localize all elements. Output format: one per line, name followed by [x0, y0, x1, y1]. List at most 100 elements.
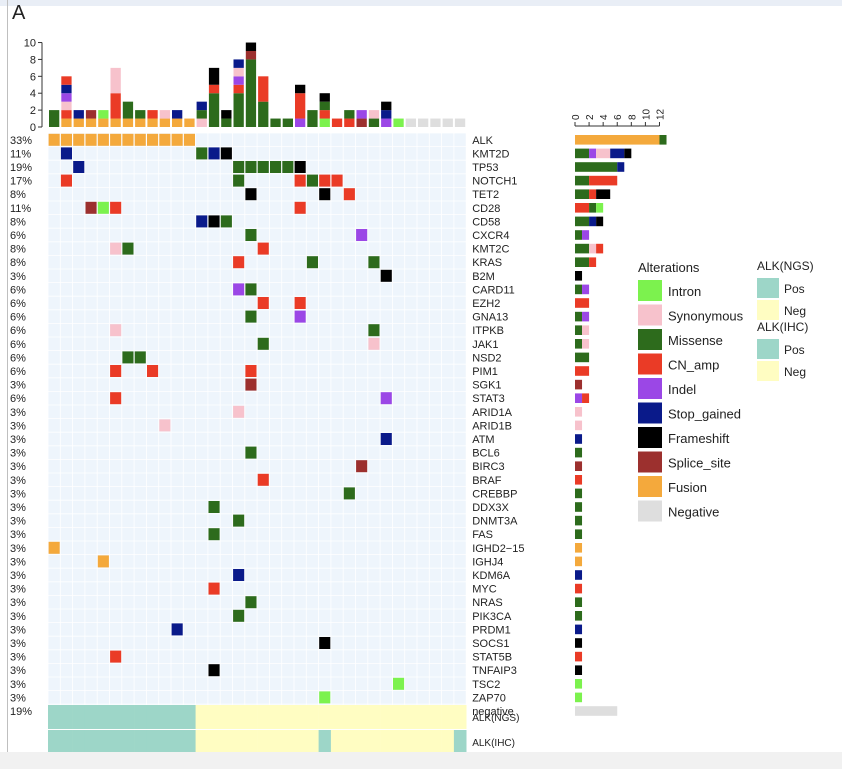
- top-bar-segment-cn_amp: [110, 93, 121, 119]
- annotation-cell-neg: [281, 730, 295, 752]
- right-bar-segment-cn_amp: [575, 298, 590, 308]
- heatmap-cell-missense: [306, 256, 318, 269]
- top-bar-segment-negative: [418, 118, 429, 127]
- annotation-cell-pos: [158, 705, 172, 729]
- top-bar-segment-stop_gained: [381, 110, 392, 119]
- heatmap-cell-splice_site: [356, 460, 368, 473]
- right-bar-segment-intron: [575, 692, 583, 703]
- right-bar-segment-stop_gained: [575, 624, 583, 635]
- annotation-legend-swatch-neg: [757, 300, 779, 320]
- gene-label: NRAS: [472, 597, 503, 609]
- right-bar-segment-indel: [589, 148, 597, 159]
- gene-label: TET2: [472, 189, 499, 201]
- top-bar-segment-indel: [233, 76, 244, 85]
- gene-label: ITPKB: [472, 325, 504, 337]
- heatmap-cell-indel: [233, 283, 245, 296]
- percentage-label: 3%: [10, 679, 26, 691]
- heatmap-cell-missense: [368, 256, 380, 269]
- top-bar-segment-missense: [344, 110, 355, 119]
- annotation-cell-neg: [453, 705, 467, 729]
- heatmap-cell-cn_amp: [110, 392, 122, 405]
- right-bar-tick-label: 4: [599, 114, 610, 120]
- percentage-label: 3%: [10, 543, 26, 555]
- legend-swatch-cn_amp: [638, 353, 662, 375]
- heatmap-cell-missense: [233, 609, 245, 622]
- percentage-label: 8%: [10, 257, 26, 269]
- heatmap-cell-splice_site: [245, 378, 257, 391]
- gene-label: PRDM1: [472, 624, 511, 636]
- annotation-cell-pos: [134, 730, 147, 752]
- legend-label: Stop_gained: [668, 407, 741, 422]
- top-bar-segment-fusion: [159, 118, 170, 127]
- right-bar-tick-label: 8: [627, 114, 638, 120]
- heatmap-cell-indel: [294, 310, 306, 323]
- heatmap-cell-missense: [343, 487, 355, 500]
- gene-label: IGHD2−15: [472, 543, 524, 555]
- percentage-label: 6%: [10, 284, 26, 296]
- heatmap-cell-synonymous: [110, 324, 122, 337]
- right-bar-segment-stop_gained: [575, 570, 583, 580]
- gene-label: BRAF: [472, 475, 502, 487]
- heatmap-cell-fusion: [134, 133, 146, 146]
- gene-label: EZH2: [472, 298, 500, 310]
- annotation-cell-pos: [183, 705, 196, 729]
- annotation-cell-neg: [207, 705, 221, 729]
- heatmap-cell-frameshift: [380, 269, 392, 282]
- top-bar-tick-label: 8: [30, 54, 36, 66]
- gene-label: SGK1: [472, 380, 501, 392]
- gene-label: KMT2C: [472, 244, 509, 256]
- percentage-label: 3%: [10, 488, 26, 500]
- percentage-label: 3%: [10, 529, 26, 541]
- heatmap-cell-frameshift: [208, 664, 220, 677]
- legend-label: Frameshift: [668, 431, 730, 446]
- top-bar-segment-synonymous: [368, 110, 380, 119]
- gene-label: ARID1A: [472, 407, 512, 419]
- top-bar-segment-missense: [122, 101, 134, 119]
- top-bar-segment-missense: [368, 118, 380, 127]
- annotation-cell-neg: [429, 730, 442, 752]
- legend-swatch-negative: [638, 500, 662, 522]
- percentage-label: 11%: [10, 203, 31, 215]
- legend-swatch-missense: [638, 329, 662, 350]
- annotation-cell-pos: [453, 730, 467, 752]
- top-bar-segment-negative: [442, 118, 453, 127]
- heatmap-cell-missense: [270, 161, 282, 173]
- right-bar-segment-missense: [659, 135, 667, 145]
- percentage-label: 3%: [10, 502, 26, 514]
- right-bar-segment-cn_amp: [575, 583, 583, 594]
- heatmap-cell-fusion: [48, 541, 60, 554]
- annotation-cell-neg: [367, 730, 381, 752]
- top-bar-segment-frameshift: [221, 110, 232, 119]
- heatmap-cell-missense: [245, 446, 257, 459]
- heatmap-cell-fusion: [73, 133, 85, 146]
- gene-label: DDX3X: [472, 502, 509, 514]
- right-bar-segment-cn_amp: [582, 393, 590, 403]
- top-bar-segment-cn_amp: [147, 110, 158, 119]
- legend-swatch-synonymous: [638, 304, 662, 326]
- right-bar-segment-missense: [575, 611, 583, 621]
- top-bar-segment-splice_site: [356, 118, 367, 127]
- right-bar-segment-synonymous: [582, 339, 590, 349]
- heatmap-cell-cn_amp: [147, 365, 159, 377]
- heatmap-cell-missense: [257, 337, 269, 350]
- annotation-cell-pos: [97, 705, 110, 729]
- heatmap-cell-fusion: [97, 555, 109, 568]
- heatmap-cell-frameshift: [319, 188, 331, 201]
- top-bar-segment-intron: [393, 118, 404, 127]
- heatmap-cell-frameshift: [319, 637, 331, 649]
- percentage-label: 17%: [10, 176, 32, 188]
- top-bar-segment-cn_amp: [331, 118, 343, 127]
- legend-swatch-stop_gained: [638, 402, 662, 424]
- annotation-cell-neg: [330, 730, 344, 752]
- heatmap-cell-missense: [245, 283, 257, 296]
- top-bar-segment-cn_amp: [233, 84, 244, 94]
- annotation-cell-pos: [134, 705, 147, 729]
- heatmap-cell-missense: [245, 596, 257, 609]
- right-bar-segment-synonymous: [596, 148, 611, 159]
- top-bar-segment-fusion: [61, 118, 72, 127]
- percentage-label: 3%: [10, 556, 26, 568]
- heatmap-cell-missense: [134, 351, 146, 364]
- annotation-cell-neg: [417, 705, 430, 729]
- legend-label: Missense: [668, 333, 723, 348]
- right-bar-segment-negative: [575, 706, 618, 716]
